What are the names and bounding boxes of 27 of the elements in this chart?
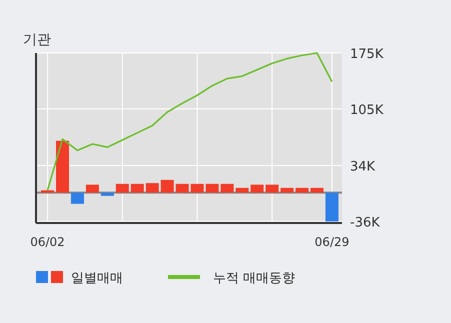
bar (116, 184, 129, 193)
legend-label: 일별매매 (71, 271, 123, 286)
bar (325, 192, 338, 222)
bar (100, 192, 114, 196)
y-tick-label: -36K (350, 215, 380, 230)
bar (56, 140, 69, 193)
y-tick-label: 105K (350, 102, 384, 118)
bar (296, 188, 309, 193)
legend-label: 누적 매매동향 (213, 271, 296, 286)
bar (280, 188, 294, 193)
y-tick-label: 34K (350, 160, 376, 175)
y-tick-label: 175K (350, 47, 384, 62)
bar (310, 188, 324, 193)
bar (70, 192, 84, 204)
bar (236, 188, 249, 193)
line-series (46, 52, 333, 192)
bar (160, 180, 174, 193)
bar (220, 184, 234, 193)
bar (266, 184, 279, 193)
bar (130, 184, 144, 193)
x-tick-label: 06/02 (30, 235, 65, 249)
bar (146, 183, 159, 193)
bar (206, 184, 219, 193)
bar (86, 184, 99, 193)
bar (250, 184, 264, 193)
x-tick-label: 06/29 (314, 235, 350, 249)
chart-title: 기관 (23, 32, 51, 48)
